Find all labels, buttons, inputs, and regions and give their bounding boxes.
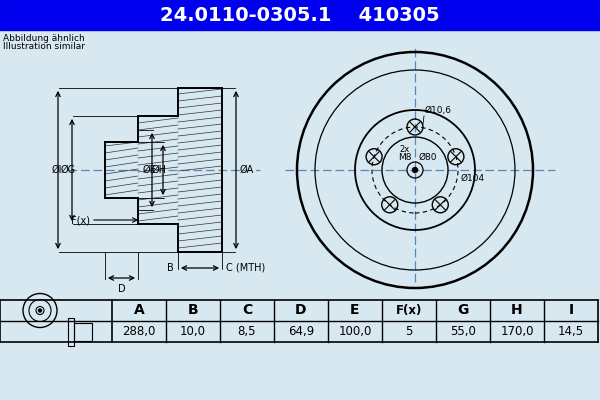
Text: E: E <box>350 304 360 318</box>
Bar <box>74 322 92 340</box>
Circle shape <box>413 168 418 172</box>
Text: 100,0: 100,0 <box>338 325 371 338</box>
Text: 55,0: 55,0 <box>450 325 476 338</box>
Text: C: C <box>242 304 252 318</box>
Text: D: D <box>118 284 125 294</box>
Text: Ø104: Ø104 <box>461 174 485 182</box>
Text: 64,9: 64,9 <box>288 325 314 338</box>
Text: H: H <box>511 304 523 318</box>
Text: ØI: ØI <box>52 165 62 175</box>
Text: 10,0: 10,0 <box>180 325 206 338</box>
Text: ØA: ØA <box>240 165 254 175</box>
Text: C (MTH): C (MTH) <box>226 263 265 273</box>
Text: ØE: ØE <box>142 165 156 175</box>
Text: 170,0: 170,0 <box>500 325 534 338</box>
Bar <box>68 318 74 346</box>
Text: F(x): F(x) <box>396 304 422 317</box>
Text: F(x): F(x) <box>71 215 90 225</box>
Text: I: I <box>568 304 574 318</box>
Text: D: D <box>295 304 307 318</box>
Text: B: B <box>167 263 174 273</box>
Text: Ø80: Ø80 <box>419 153 437 162</box>
Text: Abbildung ähnlich: Abbildung ähnlich <box>3 34 85 43</box>
Text: G: G <box>457 304 469 318</box>
Text: 8,5: 8,5 <box>238 325 256 338</box>
Text: 24.0110-0305.1    410305: 24.0110-0305.1 410305 <box>160 6 440 24</box>
Text: ØH: ØH <box>152 165 167 175</box>
Text: M8: M8 <box>398 153 412 162</box>
Text: B: B <box>188 304 199 318</box>
Text: 5: 5 <box>406 325 413 338</box>
Text: Illustration similar: Illustration similar <box>3 42 85 51</box>
Circle shape <box>38 309 41 312</box>
Text: Ø10,6: Ø10,6 <box>425 106 452 115</box>
Text: ØG: ØG <box>61 165 76 175</box>
Text: 288,0: 288,0 <box>122 325 155 338</box>
Text: 2x: 2x <box>400 145 410 154</box>
Bar <box>0 0 600 30</box>
Text: A: A <box>134 304 145 318</box>
Text: 14,5: 14,5 <box>558 325 584 338</box>
